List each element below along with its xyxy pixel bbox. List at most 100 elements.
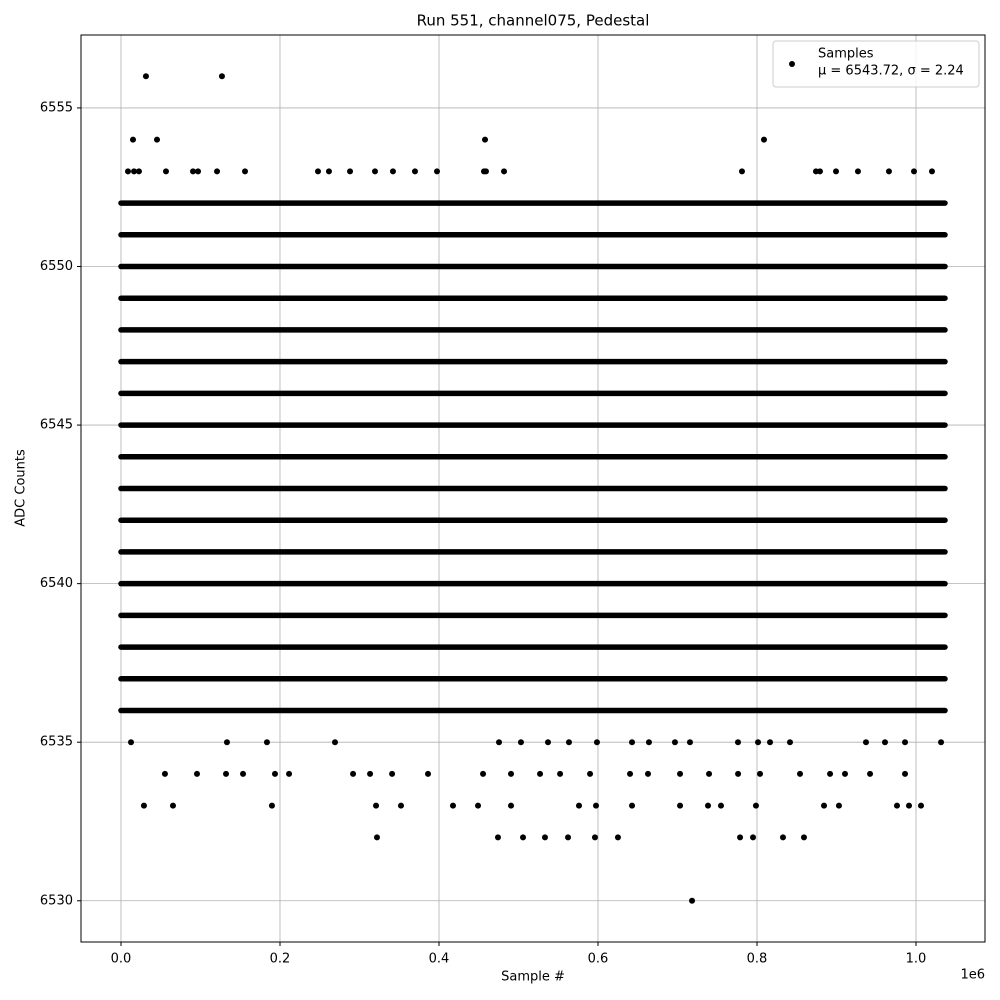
sample-point [223,770,230,777]
sample-point [389,770,396,777]
x-tick-label: 0.6 [588,952,609,967]
x-offset-label: 1e6 [960,968,985,983]
sample-point [367,770,374,777]
sample-point [734,739,741,746]
sample-point [717,802,724,809]
sample-point [332,739,339,746]
sample-point [544,739,551,746]
sample-point [677,802,684,809]
sample-point [389,168,396,175]
sample-point [928,168,935,175]
sample-point [689,897,696,904]
sample-point [677,770,684,777]
sample-point [373,802,380,809]
sample-point [557,770,564,777]
sample-point [671,739,678,746]
sample-point [494,834,501,841]
legend-note: μ = 6543.72, σ = 2.24 [818,64,964,79]
sample-point [575,802,582,809]
sample-point [885,168,892,175]
sample-point [841,770,848,777]
sample-point [347,168,354,175]
sample-point [593,802,600,809]
sample-point [565,739,572,746]
sample-point [425,770,432,777]
sample-point [154,136,161,143]
sample-point [190,168,197,175]
sample-point [541,834,548,841]
sample-point [881,739,888,746]
sample-point [373,834,380,841]
sample-point [644,770,651,777]
sample-point [480,770,487,777]
sample-point [223,739,230,746]
sample-point [854,168,861,175]
x-tick-label: 0.2 [270,952,291,967]
sample-point [496,739,503,746]
sample-point [629,739,636,746]
sample-point [737,834,744,841]
sample-point [501,168,508,175]
sample-point [214,168,221,175]
sample-point [893,802,900,809]
x-tick-label: 0.4 [429,952,450,967]
y-tick-label: 6535 [40,735,73,750]
sample-point [449,802,456,809]
sample-point [587,770,594,777]
sample-point [911,168,918,175]
sample-point [706,770,713,777]
y-tick-label: 6540 [40,576,73,591]
sample-point [195,168,202,175]
x-tick-label: 1.0 [906,952,927,967]
sample-point [271,770,278,777]
sample-point [131,168,138,175]
sample-point [827,770,834,777]
sample-point [629,802,636,809]
sample-point [686,739,693,746]
sample-point [128,739,135,746]
sample-point [169,802,176,809]
sample-point [263,739,270,746]
sample-point [565,834,572,841]
sample-point [918,802,925,809]
sample-point [833,168,840,175]
sample-point [614,834,621,841]
sample-point [482,168,489,175]
sample-point [938,739,945,746]
sample-point [821,802,828,809]
sample-point [142,73,149,80]
sample-point [129,136,136,143]
sample-point [779,834,786,841]
sample-point [240,770,247,777]
sample-point [350,770,357,777]
sample-point [475,802,482,809]
sample-point [193,770,200,777]
sample-point [760,136,767,143]
sample-point [591,834,598,841]
sample-point [867,770,874,777]
sample-point [593,739,600,746]
x-axis-label: Sample # [501,970,565,985]
sample-point [862,739,869,746]
sample-point [508,770,515,777]
sample-point [750,834,757,841]
sample-point [816,168,823,175]
y-tick-label: 6545 [40,418,73,433]
sample-point [434,168,441,175]
sample-point [520,834,527,841]
sample-point [645,739,652,746]
sample-point [218,73,225,80]
sample-point [797,770,804,777]
legend-marker [789,61,795,67]
sample-point [286,770,293,777]
sample-point [755,739,762,746]
sample-point [411,168,418,175]
sample-point [705,802,712,809]
sample-point [902,739,909,746]
sample-point [627,770,634,777]
sample-point [482,136,489,143]
legend-box [772,40,980,88]
sample-point [508,802,515,809]
sample-point [902,770,909,777]
y-tick-label: 6530 [40,893,73,908]
